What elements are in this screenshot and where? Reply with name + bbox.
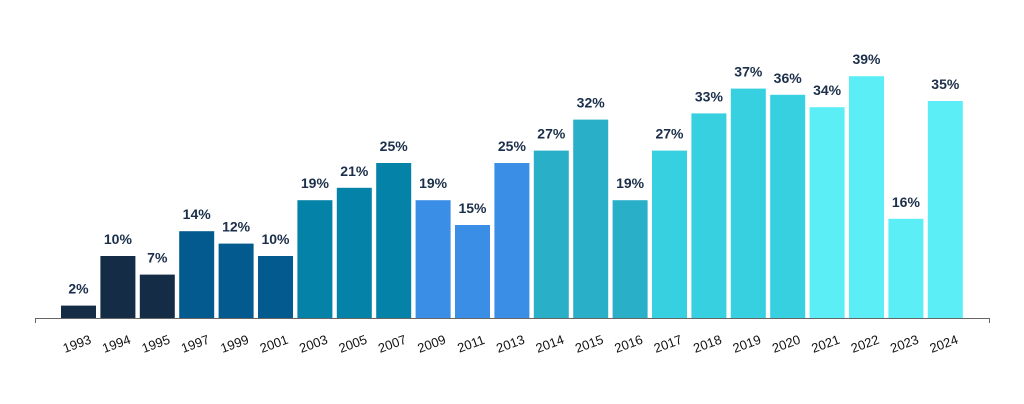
- x-tick-label: 2021: [809, 332, 841, 356]
- bar: [849, 76, 884, 318]
- value-label: 33%: [695, 88, 724, 104]
- value-label: 12%: [222, 219, 251, 235]
- value-label: 32%: [577, 95, 606, 111]
- bar: [258, 256, 293, 318]
- x-tick-label: 2020: [770, 332, 802, 356]
- bar: [61, 305, 96, 318]
- bar: [179, 231, 215, 318]
- bar: [336, 187, 372, 318]
- x-tick-label: 1997: [179, 332, 211, 356]
- value-label: 19%: [616, 175, 645, 191]
- value-label: 25%: [498, 138, 527, 154]
- bar: [533, 150, 569, 318]
- x-tick-label: 2024: [928, 332, 960, 356]
- bar: [139, 274, 175, 318]
- x-tick-label: 2005: [337, 332, 369, 356]
- bar: [218, 243, 254, 318]
- bar: [888, 218, 924, 318]
- bar: [455, 225, 490, 318]
- value-label: 10%: [261, 231, 290, 247]
- x-tick-label: 1999: [218, 332, 250, 356]
- value-label: 15%: [458, 200, 487, 216]
- bar: [100, 256, 136, 318]
- x-tick-label: 1994: [100, 332, 132, 356]
- value-label: 16%: [892, 194, 921, 210]
- bar: [652, 150, 687, 318]
- x-tick-label: 2014: [534, 332, 566, 356]
- value-label: 19%: [419, 175, 448, 191]
- x-tick-label: 2019: [731, 332, 763, 356]
- bar: [927, 101, 963, 318]
- bar: [376, 163, 412, 318]
- value-label: 14%: [183, 206, 212, 222]
- x-tick-label: 2007: [376, 332, 408, 356]
- x-tick-label: 2022: [849, 332, 881, 356]
- x-tick-label: 2011: [455, 332, 486, 356]
- bar: [770, 94, 806, 318]
- value-label: 36%: [774, 70, 803, 86]
- bar: [494, 163, 530, 318]
- x-tick-label: 1995: [140, 332, 172, 356]
- bar: [809, 107, 845, 318]
- value-label: 27%: [537, 126, 566, 142]
- bar: [612, 200, 648, 318]
- value-label: 35%: [931, 76, 960, 92]
- bar: [297, 200, 333, 318]
- value-label: 7%: [147, 250, 168, 266]
- value-label: 21%: [340, 163, 369, 179]
- value-label: 27%: [655, 126, 684, 142]
- value-label: 37%: [734, 64, 763, 80]
- x-tick-label: 2016: [612, 332, 644, 356]
- bar: [573, 119, 609, 318]
- value-label: 34%: [813, 82, 842, 98]
- x-tick-label: 2023: [888, 332, 920, 356]
- value-label: 19%: [301, 175, 330, 191]
- x-tick-label: 2015: [573, 332, 605, 356]
- bar: [730, 88, 766, 318]
- x-tick-label: 1993: [61, 332, 93, 356]
- x-tick-label: 2003: [297, 332, 329, 356]
- x-tick-label: 2009: [415, 332, 447, 356]
- value-label: 2%: [68, 281, 89, 297]
- x-tick-label: 2013: [494, 332, 526, 356]
- value-label: 10%: [104, 231, 133, 247]
- bar: [691, 113, 727, 319]
- value-label: 39%: [852, 51, 881, 67]
- x-tick-label: 2018: [691, 332, 723, 356]
- x-tick-label: 2017: [652, 332, 684, 356]
- x-tick-label: 2001: [258, 332, 290, 356]
- value-label: 25%: [380, 138, 409, 154]
- bar: [415, 200, 451, 318]
